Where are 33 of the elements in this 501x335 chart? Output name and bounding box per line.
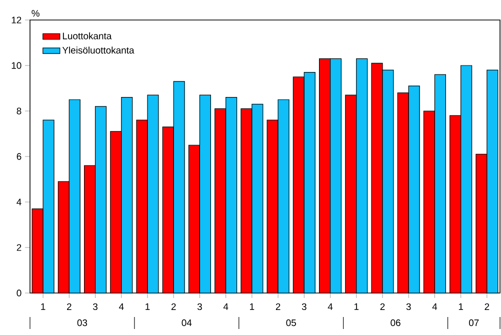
x-tick-label: 2 [380, 303, 385, 310]
y-tick-label: 8 [16, 108, 22, 114]
x-tick-label: 1 [250, 303, 254, 310]
y-tick-label: 12 [12, 16, 22, 24]
x-tick-label: 1 [146, 303, 150, 310]
legend-label: Yleisöluottokanta [62, 46, 134, 54]
x-tick-label: 4 [118, 303, 124, 310]
x-tick-label: 3 [302, 303, 306, 310]
y-tick-label: 2 [16, 244, 22, 251]
x-tick-label: 3 [406, 303, 411, 310]
x-tick-label: 1 [41, 303, 46, 310]
text: 06 [390, 319, 400, 326]
x-tick-label: 3 [93, 303, 98, 310]
x-tick-label: 4 [223, 303, 228, 310]
y-tick-label: 4 [16, 198, 22, 206]
legend-label: Luottokanta [62, 32, 112, 40]
text: 03 [77, 319, 88, 326]
x-tick-label: 4 [432, 303, 438, 310]
y-tick-label: 0 [16, 290, 22, 296]
x-tick-label: 2 [484, 303, 490, 310]
x-tick-label: 1 [458, 303, 464, 310]
y-tick-label: 10 [12, 62, 22, 69]
y-axis-title: % [32, 10, 40, 17]
x-tick-label: 1 [354, 303, 359, 310]
x-tick-label: 2 [171, 303, 176, 310]
x-tick-label: 2 [276, 303, 280, 310]
text: 07 [469, 319, 479, 326]
x-tick-label: 2 [67, 303, 72, 310]
x-tick-label: 3 [197, 303, 202, 310]
y-tick-label: 6 [16, 153, 22, 160]
text: 05 [286, 319, 296, 326]
text: 04 [182, 319, 192, 326]
x-tick-label: 4 [328, 303, 333, 310]
